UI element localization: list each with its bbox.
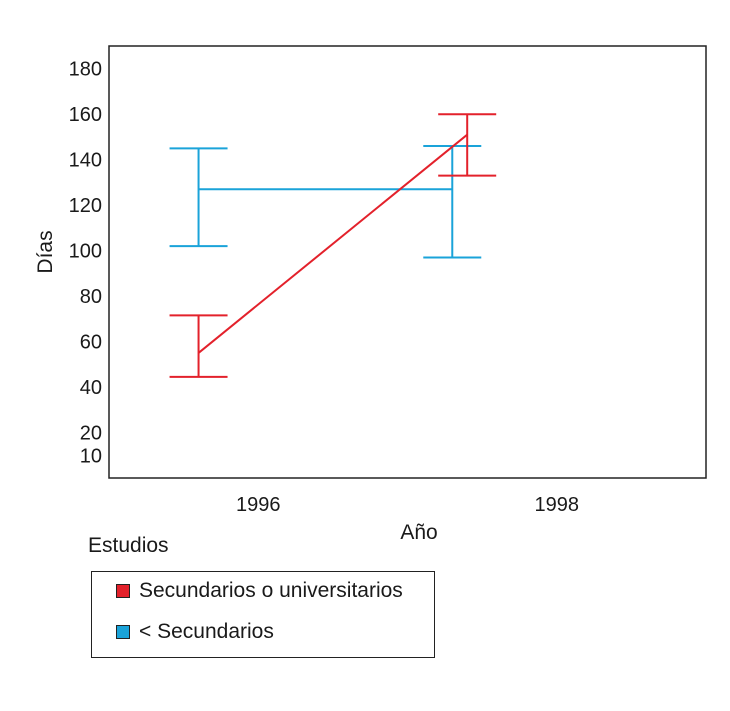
x-tick-label-0: 1996 xyxy=(236,494,281,516)
y-tick-label-5: 100 xyxy=(69,241,102,263)
legend-swatch-series-0 xyxy=(116,584,130,598)
legend: Secundarios o universitarios < Secundari… xyxy=(91,571,435,658)
series-0-line xyxy=(197,133,468,354)
y-axis-title: Días xyxy=(34,230,57,273)
y-tick-label-7: 140 xyxy=(69,150,102,172)
x-axis-title: Año xyxy=(400,521,437,544)
x-tick-label-1: 1998 xyxy=(535,494,580,516)
y-tick-label-1: 20 xyxy=(80,423,102,445)
legend-swatch-series-1 xyxy=(116,625,130,639)
legend-label-series-1: < Secundarios xyxy=(139,620,274,643)
x-axis-ticks: 1996 1998 xyxy=(236,494,579,516)
legend-item-series-1: < Secundarios xyxy=(116,620,274,644)
y-tick-label-3: 60 xyxy=(80,332,102,354)
y-tick-label-8: 160 xyxy=(69,104,102,126)
plot-frame xyxy=(108,45,707,479)
series-0 xyxy=(169,113,497,378)
y-tick-label-9: 180 xyxy=(69,59,102,81)
y-tick-label-4: 80 xyxy=(80,286,102,308)
series-1 xyxy=(169,145,482,259)
legend-item-series-0: Secundarios o universitarios xyxy=(116,579,403,603)
y-tick-label-2: 40 xyxy=(80,377,102,399)
y-tick-label-0: 10 xyxy=(80,445,102,467)
legend-label-series-0: Secundarios o universitarios xyxy=(139,579,403,602)
y-tick-label-6: 120 xyxy=(69,195,102,217)
legend-title: Estudios xyxy=(88,534,169,557)
series-layer xyxy=(169,113,497,378)
